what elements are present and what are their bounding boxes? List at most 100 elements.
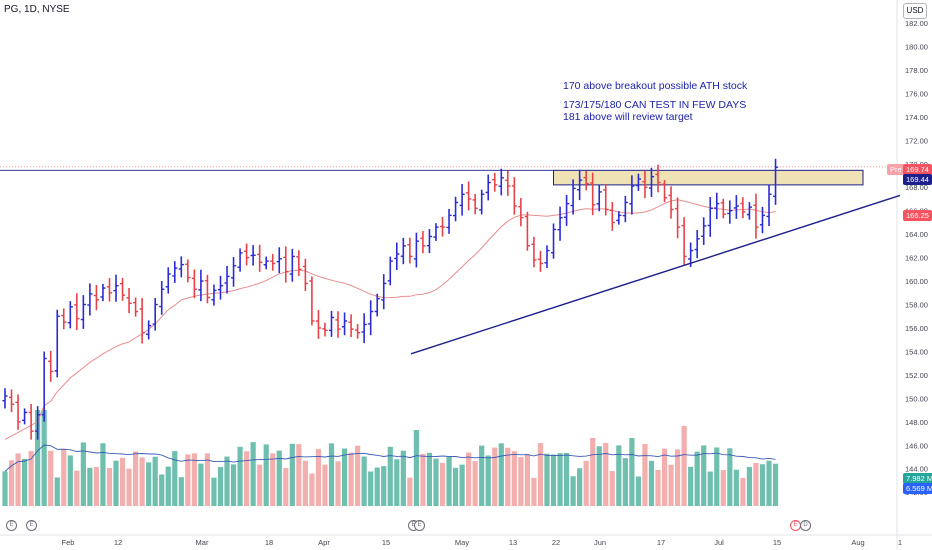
volume-bar <box>106 467 113 506</box>
earnings-marker[interactable]: E <box>26 520 37 531</box>
y-tick-label: 182.00 <box>905 19 928 28</box>
volume-bar <box>61 448 67 506</box>
volume-bar <box>505 447 511 506</box>
volume-ma-tag: 6.569 M <box>903 483 932 494</box>
y-tick-label: 174.00 <box>905 113 928 122</box>
volume-bar <box>28 451 34 506</box>
volume-bar <box>368 471 374 506</box>
volume-bar <box>498 443 504 506</box>
y-tick-label: 158.00 <box>905 301 928 310</box>
x-tick-label: 15 <box>382 538 390 547</box>
resistance-price-tag: 169.44 <box>903 174 932 185</box>
y-tick-label: 162.00 <box>905 254 928 263</box>
volume-bar <box>244 451 250 506</box>
volume-bar <box>772 463 779 506</box>
volume-bar <box>479 445 485 506</box>
volume-bar <box>733 469 739 506</box>
volume-bar <box>433 458 439 506</box>
volume-bar <box>701 445 707 506</box>
currency-button[interactable]: USD <box>903 3 927 19</box>
volume-bar <box>296 444 302 506</box>
annotation-targets[interactable]: 173/175/180 CAN TEST IN FEW DAYS <box>563 99 747 111</box>
trendline <box>410 194 901 355</box>
volume-bar <box>740 477 746 506</box>
y-tick-label: 180.00 <box>905 42 928 51</box>
volume-bar <box>766 460 772 506</box>
annotation-breakout[interactable]: 170 above breakout possible ATH stock <box>563 80 748 92</box>
volume-bar <box>152 456 158 506</box>
volume-bar <box>492 447 498 506</box>
volume-bar <box>459 464 465 506</box>
volume-bar <box>400 450 406 506</box>
volume-bar <box>622 458 628 506</box>
volume-bar <box>518 457 524 506</box>
volume-bar <box>466 452 472 506</box>
volume-bar <box>67 455 73 506</box>
volume-bar <box>707 471 713 506</box>
volume-bar <box>191 453 197 506</box>
volume-bar <box>289 443 295 506</box>
volume-bar <box>531 477 537 506</box>
volume-bar <box>133 451 139 506</box>
y-tick-label: 172.00 <box>905 136 928 145</box>
volume-bar <box>674 449 681 506</box>
volume-bar <box>537 443 544 506</box>
x-tick-label: May <box>455 538 469 547</box>
last-price-tag: 169.74 <box>903 164 932 175</box>
volume-bar <box>204 453 211 506</box>
volume-bar <box>570 476 576 506</box>
dividend-marker[interactable]: D <box>800 520 811 531</box>
volume-bar <box>237 446 243 506</box>
volume-bar <box>714 447 720 506</box>
volume-bar <box>720 470 726 506</box>
volume-bar <box>198 463 204 506</box>
volume-bar <box>355 445 361 506</box>
volume-bar <box>485 455 491 506</box>
volume-bar <box>629 438 635 506</box>
y-tick-label: 150.00 <box>905 394 928 403</box>
volume-bar <box>93 466 100 506</box>
volume-bar <box>452 467 459 506</box>
volume-bar <box>185 454 191 506</box>
y-tick-label: 148.00 <box>905 418 928 427</box>
volume-bar <box>309 473 315 506</box>
x-tick-label: Apr <box>318 538 330 547</box>
volume-bar <box>413 430 419 506</box>
volume-bar <box>603 442 609 506</box>
volume-bar <box>146 462 152 506</box>
pre-market-tag: Pre <box>887 164 905 175</box>
volume-bar <box>113 460 119 506</box>
volume-bar <box>661 448 668 506</box>
volume-bar <box>609 471 615 506</box>
volume-bar <box>315 449 322 506</box>
volume-bar <box>426 452 433 506</box>
volume-bar <box>302 460 308 506</box>
volume-bar <box>250 442 256 506</box>
y-tick-label: 176.00 <box>905 89 928 98</box>
volume-bar <box>668 464 674 506</box>
volume-bar <box>328 443 335 506</box>
y-tick-label: 152.00 <box>905 371 928 380</box>
volume-bar <box>583 460 589 506</box>
x-tick-label: 1 <box>898 538 902 547</box>
volume-bar <box>48 450 54 506</box>
volume-bar <box>642 444 648 506</box>
volume-bar <box>472 461 478 506</box>
x-tick-label: 15 <box>773 538 781 547</box>
symbol-title[interactable]: PG, 1D, NYSE <box>4 4 70 15</box>
volume-bar <box>165 466 171 506</box>
volume-bar <box>681 426 687 506</box>
volume-bar <box>746 466 753 506</box>
annotation-review[interactable]: 181 above will review target <box>563 111 693 123</box>
volume-bar <box>211 477 217 506</box>
earnings-marker[interactable]: E <box>414 520 425 531</box>
volume-bar <box>322 464 328 506</box>
volume-bar <box>276 450 282 506</box>
volume-bar <box>41 410 47 506</box>
x-tick-label: Feb <box>62 538 75 547</box>
earnings-marker[interactable]: E <box>6 520 17 531</box>
volume-bar <box>74 470 80 506</box>
volume-bar <box>283 468 289 506</box>
